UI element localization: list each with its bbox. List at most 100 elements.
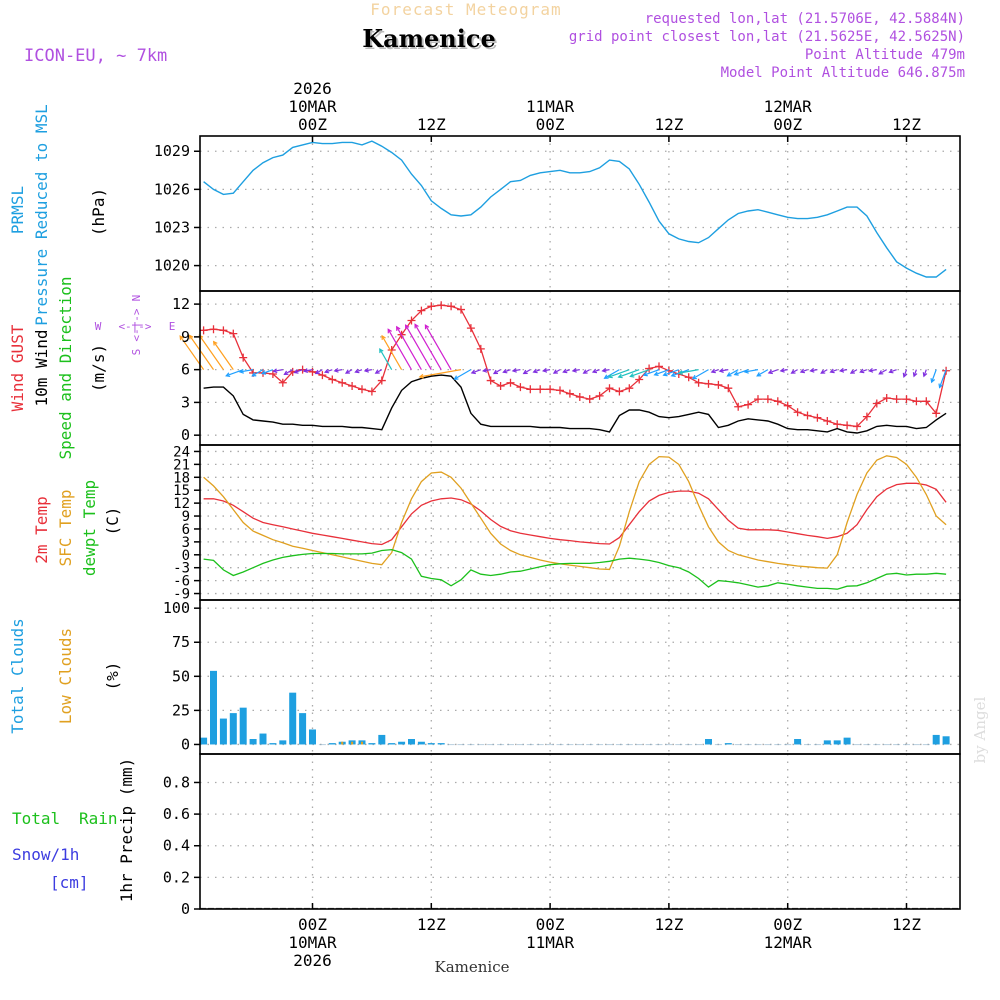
precip-snow-label: Snow/1h: [12, 845, 79, 864]
y-tick-label: 100: [163, 599, 190, 617]
wind-gust-point: [615, 387, 624, 396]
wind-gust-point: [486, 376, 495, 385]
wind-direction-arrow: [414, 324, 442, 370]
top-time-label: 12MAR: [764, 97, 813, 116]
wind-arrow-head: [859, 368, 865, 374]
pressure-unit: (hPa): [89, 188, 108, 236]
wind-direction-arrow: [252, 369, 264, 377]
point-altitude: Point Altitude 479m: [805, 47, 965, 63]
compass-w: W: [95, 320, 102, 333]
total-cloud-bar: [507, 744, 514, 746]
wind-gust-point: [773, 397, 782, 406]
compass-e: E: [169, 320, 176, 333]
total-cloud-bar: [388, 743, 396, 745]
wind-gust-point: [506, 378, 515, 387]
wind-arrow-head: [522, 369, 528, 375]
bottom-time-label: 10MAR: [288, 933, 337, 952]
wind-arrow-head: [272, 368, 278, 374]
credit-label: by Angel: [971, 696, 989, 763]
low-cloud-bar: [351, 741, 354, 745]
wind-gust-point: [635, 375, 644, 384]
wind-arrow-head: [617, 373, 623, 379]
wind-gust-point: [763, 395, 772, 404]
temp-sfc-label: SFC Temp: [56, 489, 75, 566]
wind-direction-arrow: [273, 369, 283, 372]
wind-direction-arrow: [663, 369, 680, 376]
y-tick-label: 3: [182, 535, 190, 551]
total-cloud-bar: [536, 744, 544, 746]
wind-arrow-head: [333, 367, 339, 373]
wind-arrow-head: [829, 368, 835, 374]
wind-direction-arrow: [523, 369, 531, 374]
wind-arrow-head: [888, 368, 894, 374]
wind-arrow-head: [424, 324, 430, 330]
top-time-label: 11MAR: [526, 97, 575, 116]
wind-gust-point: [526, 385, 535, 394]
wind-gust-point: [833, 420, 842, 429]
total-cloud-bar: [813, 744, 821, 746]
wind-gust-point: [872, 399, 881, 408]
compass-arrows: <-|->: [118, 320, 151, 333]
precip-snow-unit: [cm]: [50, 873, 89, 892]
wind-direction-arrow: [483, 369, 491, 372]
wind-gust-point: [417, 306, 426, 315]
total-clouds-label: Total Clouds: [8, 618, 27, 734]
wind-gust-point: [209, 325, 218, 334]
total-cloud-bar: [853, 744, 861, 746]
top-time-label: 12Z: [654, 115, 683, 134]
total-cloud-bar: [645, 744, 653, 746]
wind-gust-point: [437, 301, 446, 310]
wind-gust-point: [348, 382, 357, 391]
compass-arrows-vertical: <-|->: [130, 308, 143, 341]
pressure-line: [203, 140, 947, 278]
wind-arrow-head: [571, 367, 577, 373]
wind-arrow-head: [922, 372, 928, 378]
total-cloud-bar: [417, 741, 425, 745]
grid-layer: [200, 136, 960, 910]
pressure-labels: PRMSL Pressure Reduced to MSL (hPa): [8, 104, 108, 326]
wind-direction-arrow: [903, 369, 908, 377]
total-cloud-bar: [606, 744, 613, 746]
wind-gust-point: [922, 397, 931, 406]
wind-arrow-head: [767, 369, 773, 375]
wind-gust-point: [585, 395, 594, 404]
wind-arrow-head: [387, 328, 392, 334]
wind-arrow-head: [607, 373, 613, 379]
y-tick-label: 6: [181, 361, 190, 379]
chart-subtitle: Forecast Meteogram: [370, 0, 561, 19]
wind-arrow-head: [323, 368, 330, 374]
wind-gust-point: [892, 395, 901, 404]
total-cloud-bar: [665, 744, 673, 746]
wind-arrow-head: [591, 368, 598, 374]
y-tick-label: 50: [172, 667, 190, 685]
top-time-label: 12Z: [892, 115, 921, 134]
wind-speed-dir-label: Speed and Direction: [56, 276, 75, 459]
y-tick-label: -9: [173, 587, 190, 603]
wind-gust-point: [278, 378, 287, 387]
bottom-time-label: 00Z: [536, 915, 565, 934]
wind-direction-arrow: [454, 369, 472, 380]
y-tick-label: 9: [181, 328, 190, 346]
wind-direction-arrow: [654, 369, 670, 376]
y-tick-label: 0: [182, 548, 190, 564]
total-cloud-bar: [576, 744, 584, 746]
total-cloud-bar: [210, 670, 217, 745]
data-layer: [179, 140, 960, 910]
wind-gust-point: [704, 379, 713, 388]
wind-gust-point: [853, 422, 861, 431]
total-cloud-bar: [695, 744, 703, 746]
wind-arrow-head: [601, 367, 607, 373]
total-cloud-bar: [457, 744, 465, 746]
wind-arrow-head: [930, 378, 936, 384]
wind-arrow-head: [603, 374, 609, 379]
wind-direction-arrow: [303, 369, 313, 372]
y-tick-label: -6: [173, 574, 190, 590]
wind-arrow-head: [363, 367, 369, 373]
wind-gust-point: [377, 376, 386, 385]
wind-arrow-head: [756, 372, 762, 377]
bottom-time-label: 12Z: [892, 915, 921, 934]
total-cloud-bar: [724, 743, 732, 745]
wind-direction-arrow: [379, 348, 393, 370]
wind-gust-point: [605, 384, 614, 393]
wind-arrow-head: [710, 368, 716, 374]
